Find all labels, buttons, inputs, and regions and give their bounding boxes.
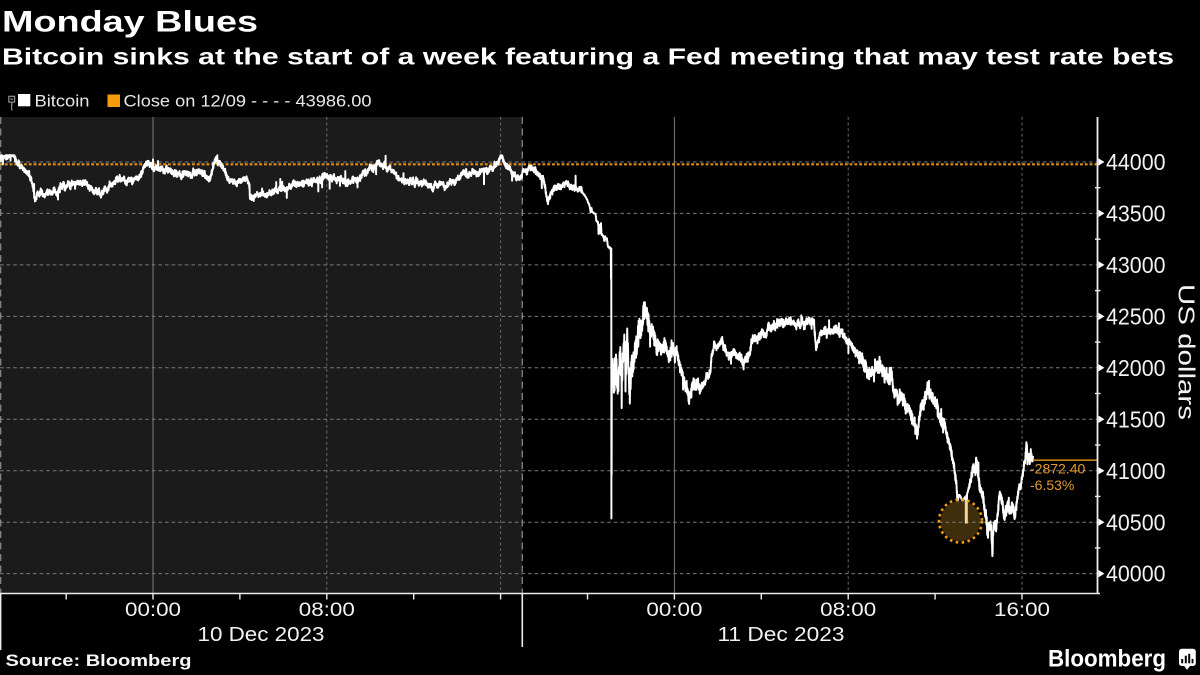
svg-text:43000: 43000 [1106, 252, 1166, 278]
svg-text:Close on 12/09 - - - - 43986.0: Close on 12/09 - - - - 43986.00 [124, 93, 372, 111]
svg-text:-6.53%: -6.53% [1030, 477, 1074, 493]
svg-text:Source: Bloomberg: Source: Bloomberg [6, 652, 192, 670]
svg-text:Bitcoin: Bitcoin [35, 93, 90, 111]
svg-text:11 Dec 2023: 11 Dec 2023 [718, 624, 845, 646]
svg-text:40500: 40500 [1106, 509, 1166, 535]
svg-text:16:00: 16:00 [994, 600, 1050, 621]
svg-text:08:00: 08:00 [299, 600, 355, 621]
svg-text:43500: 43500 [1106, 201, 1166, 227]
svg-text:Bitcoin sinks at the start of: Bitcoin sinks at the start of a week fea… [2, 44, 1174, 70]
svg-text:Bloomberg: Bloomberg [1048, 646, 1166, 673]
svg-text:Monday Blues: Monday Blues [2, 6, 258, 39]
svg-text:00:00: 00:00 [646, 600, 702, 621]
svg-text:44000: 44000 [1106, 149, 1166, 175]
svg-text:10 Dec 2023: 10 Dec 2023 [198, 624, 325, 646]
svg-text:US dollars: US dollars [1174, 284, 1200, 420]
svg-text:-2872.40: -2872.40 [1030, 461, 1085, 477]
svg-text:08:00: 08:00 [820, 600, 876, 621]
svg-text:42500: 42500 [1106, 304, 1166, 330]
svg-text:00:00: 00:00 [125, 600, 181, 621]
svg-text:40000: 40000 [1106, 561, 1166, 587]
svg-text:41000: 41000 [1106, 458, 1166, 484]
svg-text:42000: 42000 [1106, 355, 1166, 381]
svg-text:41500: 41500 [1106, 406, 1166, 432]
